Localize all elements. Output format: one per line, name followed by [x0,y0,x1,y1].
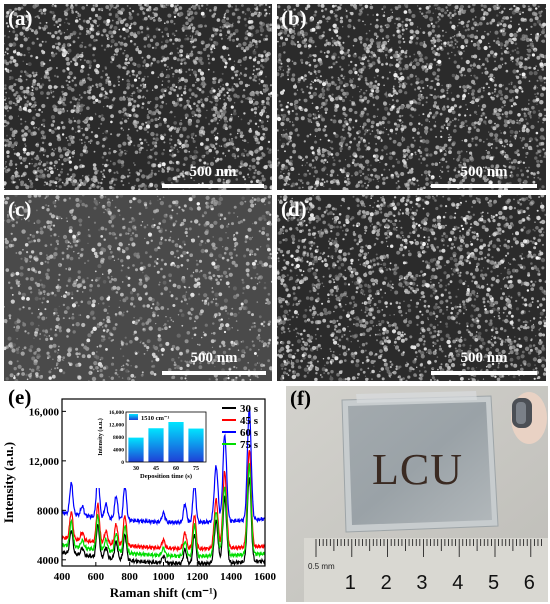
ruler-number: 3 [416,572,428,594]
sem-panel-b: (b) 500 nm [277,4,546,190]
inset-y-tick-label: 12,000 [109,423,124,429]
raman-panel-e: 400 600 800 1000 1200 1400 1600 4000 8000 12,000 1… [0,385,280,604]
x-axis-label: Raman shift (cm⁻¹) [110,585,218,600]
panel-label-e: (e) [8,385,32,409]
y-tick-label: 4000 [37,555,60,567]
inset-y-label: Intensity (a.u.) [97,418,104,456]
inset-x-tick-label: 75 [193,466,199,472]
inset-frame [125,411,207,463]
sem-image-b [277,4,546,190]
sample-photo [286,386,548,602]
inset-x-tick-label: 60 [173,466,179,472]
scale-text-c: 500 nm [190,350,238,366]
x-tick-label: 1200 [186,571,209,583]
ruler-number: 4 [452,572,464,594]
x-tick-label: 1600 [254,571,277,583]
x-tick-label: 400 [54,571,71,583]
y-tick-label: 8000 [37,505,60,517]
y-axis-label: Intensity (a.u.) [1,442,16,523]
scale-text-b: 500 nm [460,164,508,180]
series-line-75s [61,463,266,560]
inset-y-tick-label: 16,000 [109,410,124,416]
inset-bar [148,428,164,462]
inset-x-tick-label: 45 [153,466,159,472]
legend-label: 75 s [240,439,259,451]
legend-label: 60 s [240,427,259,439]
inset-legend-swatch [129,414,138,420]
inset-y-tick-label: 4000 [113,448,124,454]
ruler-number: 5 [488,572,500,594]
photo-panel-f: LCU 0.5 mm 1 2 3 4 5 6 (f) [286,386,548,602]
panel-label-a: (a) [8,6,33,30]
ruler-number: 1 [344,572,356,594]
inset-x-label: Deposition time (s) [140,473,192,480]
inset-y-tick-label: 0 [121,460,124,466]
inset-y-tick-label: 8000 [113,435,124,441]
sem-panel-c: (c) 500 nm [4,195,272,381]
inset-bar [188,428,204,462]
sem-image-c [4,195,272,381]
x-tick-label: 1000 [153,571,176,583]
y-tick-label: 16,000 [29,406,60,418]
sem-image-d [277,195,546,381]
ruler [304,538,548,602]
raman-chart: 400 600 800 1000 1200 1400 16004000800012,0001… [1,398,277,600]
ruler-unit: 0.5 mm [308,562,335,571]
scale-bar-c [162,371,266,375]
scale-text-d: 500 nm [460,350,508,366]
series-line-45s [61,450,266,553]
panel-label-d: (d) [281,197,307,221]
sample-text: LCU [372,445,463,494]
thin-film [348,402,492,525]
inset-legend-label: 1510 cm⁻¹ [141,415,169,422]
inset-x-tick-label: 30 [133,466,139,472]
x-tick-label: 1400 [220,571,243,583]
panel-label-c: (c) [8,197,32,221]
scale-bar-a [162,184,264,188]
y-tick-label: 12,000 [29,456,60,468]
legend-label: 30 s [240,403,259,415]
inset-bar [128,437,144,462]
x-tick-label: 800 [121,571,138,583]
sem-panel-d: (d) 500 nm [277,195,546,381]
sem-image-a [4,4,272,190]
panel-label-f: (f) [290,386,311,410]
inset-bar [168,422,184,462]
series-line-60s [61,408,266,526]
ruler-number: 2 [380,572,392,594]
legend-label: 45 s [240,415,259,427]
scale-bar-b [431,184,537,188]
x-tick-label: 600 [88,571,105,583]
ruler-number: 6 [523,572,535,594]
scale-text-a: 500 nm [189,164,237,180]
panel-label-b: (b) [281,6,307,30]
sem-panel-a: (a) 500 nm [4,4,272,190]
scale-bar-d [431,371,537,375]
